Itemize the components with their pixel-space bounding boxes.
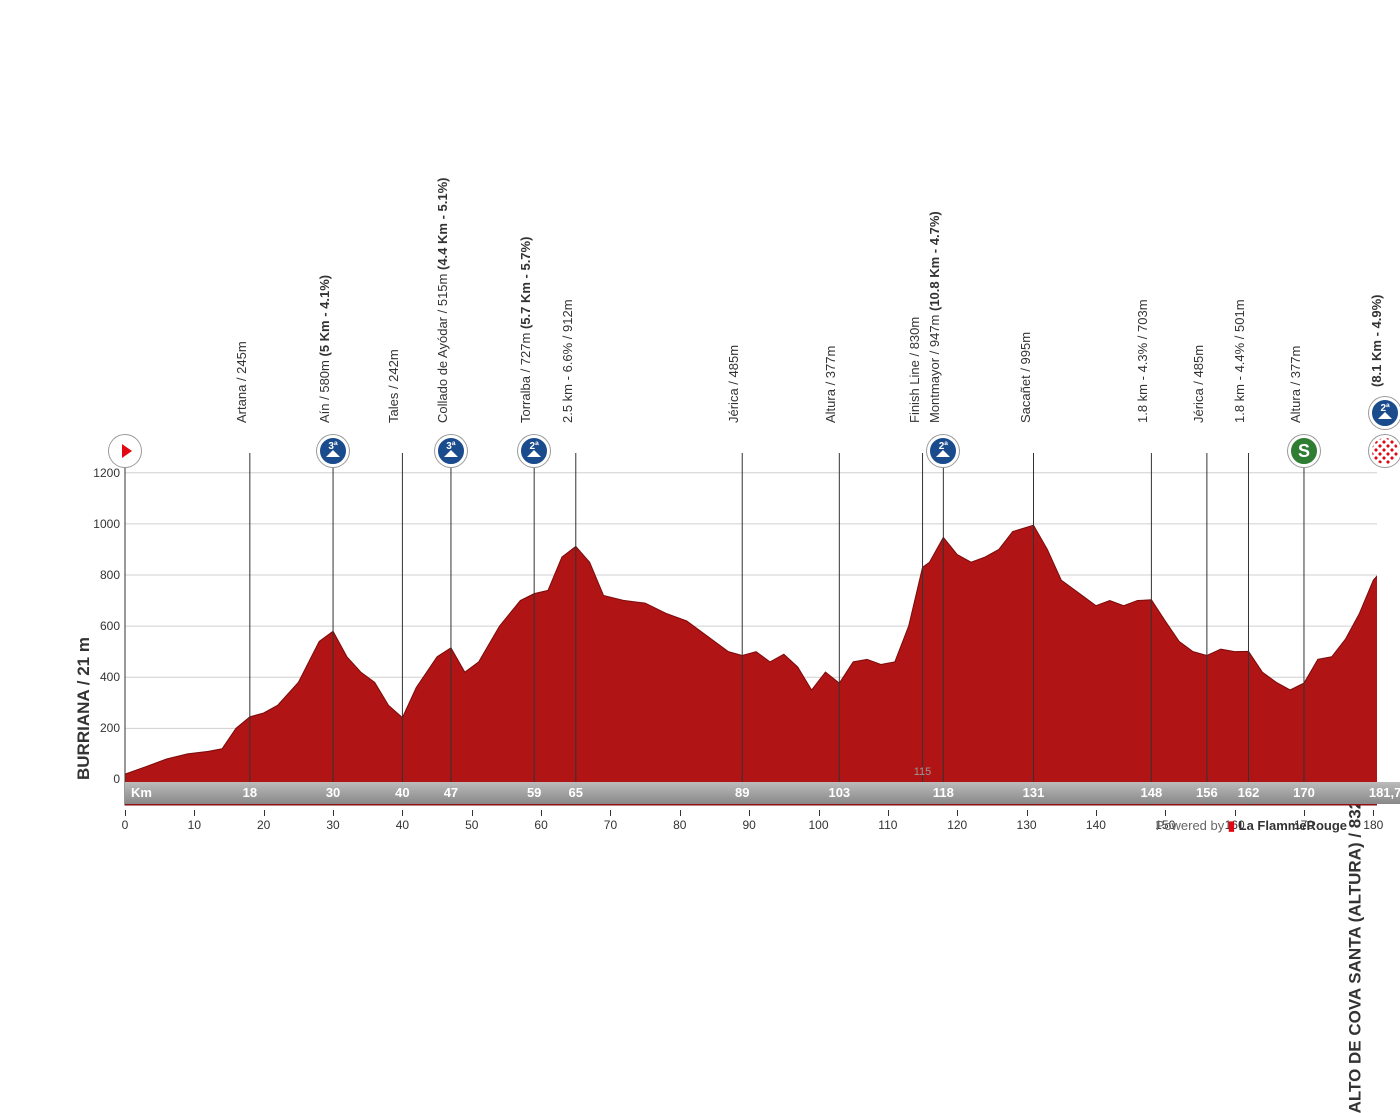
x-tick: 10 [188,818,201,832]
watermark-text: 115 [914,766,932,778]
marker-label: 1.8 km - 4.4% / 501m [1232,299,1247,423]
km-tick: 162 [1238,785,1260,800]
marker-label: Jérica / 485m [726,345,741,423]
x-tick: 100 [808,818,828,832]
x-tick: 40 [396,818,409,832]
x-tick: 80 [673,818,686,832]
credit-prefix: Powered by [1156,818,1225,833]
marker-label: 1.8 km - 4.3% / 703m [1135,299,1150,423]
x-tick: 90 [742,818,755,832]
km-tick: 47 [444,785,458,800]
km-tick: 40 [395,785,409,800]
y-tick-left: 1000 [85,517,120,531]
cat-icon-icon: 2ª [1369,397,1400,429]
km-tick: 181,7 [1369,785,1400,800]
km-tick: 103 [828,785,850,800]
x-tick: 20 [257,818,270,832]
km-bar: Km 18 30 40 47 59 65 89 103 118 131 148 156 162 170 18… [125,782,1400,804]
marker-label: 2.5 km - 6.6% / 912m [560,299,575,423]
km-tick: 170 [1293,785,1315,800]
cat-icon-icon: 2ª [927,435,959,467]
x-tick: 60 [534,818,547,832]
km-tick: 148 [1141,785,1163,800]
km-tick: 59 [527,785,541,800]
marker-label: Collado de Ayódar / 515m (4.4 Km - 5.1%) [435,178,450,423]
y-tick-left: 800 [85,568,120,582]
x-tick: 30 [326,818,339,832]
y-tick-left: 400 [85,670,120,684]
km-tick: 65 [569,785,583,800]
x-tick: 130 [1017,818,1037,832]
km-tick: 131 [1023,785,1045,800]
km-tick: 89 [735,785,749,800]
km-tick: 18 [243,785,257,800]
km-tick: 118 [933,785,954,800]
x-tick: 180 [1363,818,1383,832]
credit-brand: La FlammeRouge [1239,818,1347,833]
km-tick: 156 [1196,785,1218,800]
x-tick: 70 [604,818,617,832]
x-tick: 50 [465,818,478,832]
marker-label: Artana / 245m [234,341,249,423]
km-tick: 30 [326,785,340,800]
elevation-profile-svg [47,40,1377,840]
marker-label: Aín / 580m (5 Km - 4.1%) [317,275,332,423]
marker-label: Finish Line / 830m [907,317,922,423]
cat-icon-icon: 3ª [435,435,467,467]
sprint-icon: S [1288,435,1320,467]
marker-label: Sacañet / 995m [1018,332,1033,423]
x-tick: 110 [878,818,897,832]
finish-icon-icon [1369,435,1400,467]
km-bar-label: Km [131,785,152,800]
y-tick-left: 600 [85,619,120,633]
cat-icon-icon: 2ª [518,435,550,467]
marker-label: Montmayor / 947m (10.8 Km - 4.7%) [927,211,942,423]
marker-label: (8.1 Km - 4.9%) [1369,295,1384,387]
y-tick-left: 1200 [85,466,120,480]
y-tick-left: 0 [85,772,120,786]
elevation-chart: BURRIANA / 21 m ALTO DE COVA SANTA (ALTU… [47,40,1377,840]
start-icon-icon [109,435,141,467]
flamme-icon: ▮ [1228,818,1239,833]
marker-label: Altura / 377m [1288,346,1303,423]
marker-label: Tales / 242m [386,349,401,423]
x-tick: 120 [947,818,967,832]
marker-label: Torralba / 727m (5.7 Km - 5.7%) [518,237,533,423]
marker-label: Altura / 377m [823,346,838,423]
credit-line: Powered by ▮ La FlammeRouge [1156,818,1347,834]
cat-icon-icon: 3ª [317,435,349,467]
marker-label: Jérica / 485m [1191,345,1206,423]
x-tick: 0 [122,818,129,832]
x-tick: 140 [1086,818,1106,832]
y-tick-left: 200 [85,721,120,735]
